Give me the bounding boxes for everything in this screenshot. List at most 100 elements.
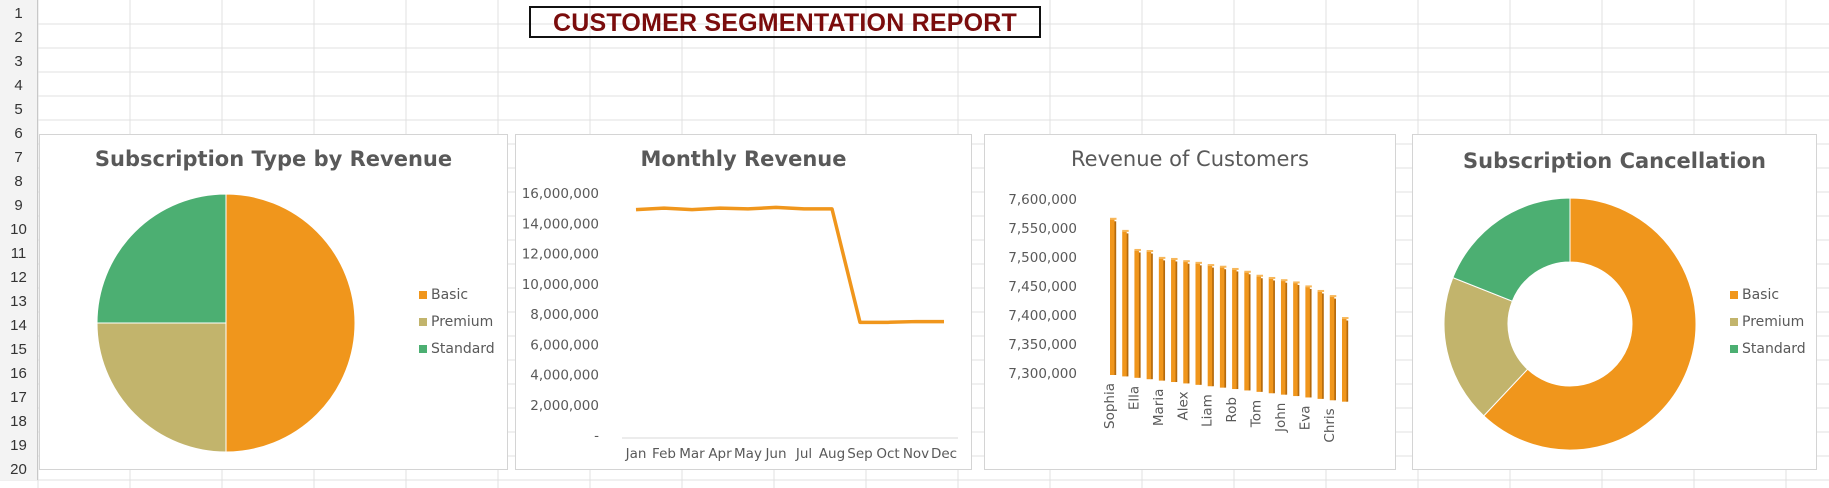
y-tick-label: 6,000,000 bbox=[530, 337, 599, 353]
bar-cap bbox=[1219, 265, 1227, 268]
y-tick-label: 7,450,000 bbox=[1008, 279, 1077, 295]
bar[interactable] bbox=[1305, 286, 1310, 398]
y-tick-label: 2,000,000 bbox=[530, 398, 599, 414]
bar[interactable] bbox=[1219, 267, 1225, 388]
bar-shade bbox=[1162, 260, 1166, 381]
pie-slice-standard[interactable] bbox=[1452, 197, 1571, 302]
row-number[interactable]: 6 bbox=[0, 120, 38, 144]
doughnut-chart-svg: Basic Premium Standard bbox=[1443, 197, 1806, 451]
pie-slice-basic[interactable] bbox=[225, 193, 356, 453]
x-tick-label: Liam bbox=[1200, 394, 1216, 427]
bar[interactable] bbox=[1183, 261, 1188, 384]
bar[interactable] bbox=[1256, 276, 1262, 392]
bar[interactable] bbox=[1293, 282, 1298, 397]
report-title-box[interactable]: CUSTOMER SEGMENTATION REPORT bbox=[529, 6, 1041, 38]
bar-shade bbox=[1187, 263, 1190, 384]
legend-entry-premium: Premium bbox=[431, 314, 493, 330]
row-number[interactable]: 12 bbox=[0, 264, 38, 288]
x-tick-label: Aug bbox=[819, 446, 845, 462]
legend-swatch bbox=[1730, 345, 1738, 353]
y-tick-label: 12,000,000 bbox=[522, 247, 599, 263]
bar[interactable] bbox=[1317, 291, 1323, 399]
bar-cap bbox=[1305, 285, 1312, 288]
row-number[interactable]: 3 bbox=[0, 48, 38, 72]
bar[interactable] bbox=[1158, 258, 1164, 381]
bar-cap bbox=[1195, 261, 1202, 264]
pie-slice-premium[interactable] bbox=[96, 322, 227, 453]
legend-swatch bbox=[419, 318, 427, 326]
bar[interactable] bbox=[1280, 280, 1286, 395]
legend-swatch bbox=[1730, 291, 1738, 299]
bar[interactable] bbox=[1268, 278, 1274, 394]
bar-shade bbox=[1321, 293, 1324, 399]
bar-cap bbox=[1146, 250, 1154, 253]
row-number[interactable]: 10 bbox=[0, 216, 38, 240]
x-tick-label: Nov bbox=[903, 446, 929, 462]
bar[interactable] bbox=[1122, 231, 1127, 377]
row-number[interactable]: 15 bbox=[0, 336, 38, 360]
row-number[interactable]: 9 bbox=[0, 192, 38, 216]
bar-cap bbox=[1183, 260, 1190, 263]
x-tick-label: Eva bbox=[1297, 405, 1313, 430]
bar-cap bbox=[1232, 267, 1239, 270]
pie-slice-basic[interactable] bbox=[1483, 197, 1697, 451]
pie-slice-premium[interactable] bbox=[1443, 276, 1529, 417]
x-tick-label: May bbox=[734, 446, 762, 462]
row-number[interactable]: 7 bbox=[0, 144, 38, 168]
bar[interactable] bbox=[1134, 250, 1139, 378]
row-number[interactable]: 2 bbox=[0, 24, 38, 48]
bar-shade bbox=[1126, 233, 1129, 377]
row-number[interactable]: 14 bbox=[0, 312, 38, 336]
row-number[interactable]: 13 bbox=[0, 288, 38, 312]
x-tick-label: Rob bbox=[1224, 397, 1240, 423]
subscription-cancellation-chart[interactable]: Subscription Cancellation Basic Premium St… bbox=[1412, 134, 1817, 470]
x-tick-label: Oct bbox=[876, 446, 899, 462]
bar[interactable] bbox=[1329, 296, 1335, 401]
row-number[interactable]: 18 bbox=[0, 408, 38, 432]
legend-entry-basic: Basic bbox=[431, 287, 468, 303]
x-tick-label: Tom bbox=[1249, 400, 1265, 428]
row-number[interactable]: 1 bbox=[0, 0, 38, 24]
bar-shade bbox=[1260, 278, 1263, 392]
series-line[interactable] bbox=[635, 205, 944, 325]
row-number[interactable]: 5 bbox=[0, 96, 38, 120]
row-number[interactable]: 8 bbox=[0, 168, 38, 192]
bar-cap bbox=[1329, 295, 1337, 298]
bar[interactable] bbox=[1146, 251, 1152, 380]
bar[interactable] bbox=[1232, 269, 1237, 390]
revenue-by-subscription-chart[interactable]: Subscription Type by Revenue Basic Premiu… bbox=[39, 134, 508, 470]
customer-revenue-chart[interactable]: Revenue of Customers 7,300,000 7,350,000 7… bbox=[984, 134, 1396, 470]
bar[interactable] bbox=[1195, 263, 1200, 385]
bar-shade bbox=[1211, 267, 1214, 387]
bar-shade bbox=[1272, 280, 1275, 394]
x-tick-label: Maria bbox=[1151, 389, 1167, 427]
bar-shade bbox=[1223, 269, 1227, 388]
x-tick-label: Sophia bbox=[1102, 383, 1118, 429]
bar[interactable] bbox=[1171, 259, 1176, 383]
x-tick-label: Feb bbox=[652, 446, 676, 462]
y-tick-label: 7,300,000 bbox=[1008, 366, 1077, 382]
y-tick-label: 7,350,000 bbox=[1008, 337, 1077, 353]
bar-shade bbox=[1138, 252, 1141, 378]
row-number[interactable]: 16 bbox=[0, 360, 38, 384]
monthly-revenue-chart[interactable]: Monthly Revenue - 2,000,000 4,000,000 6,000… bbox=[515, 134, 972, 470]
bar[interactable] bbox=[1244, 272, 1249, 391]
row-number[interactable]: 19 bbox=[0, 432, 38, 456]
pie-slice-standard[interactable] bbox=[96, 193, 227, 324]
chart-title: Monthly Revenue bbox=[640, 147, 847, 171]
bar-shade bbox=[1346, 320, 1349, 402]
report-title: CUSTOMER SEGMENTATION REPORT bbox=[553, 9, 1017, 37]
bar-cap bbox=[1317, 289, 1325, 292]
bar[interactable] bbox=[1207, 265, 1213, 387]
bar-shade bbox=[1150, 253, 1153, 380]
row-number[interactable]: 20 bbox=[0, 456, 38, 480]
bar-cap bbox=[1171, 257, 1178, 260]
row-number[interactable]: 11 bbox=[0, 240, 38, 264]
bar[interactable] bbox=[1342, 318, 1347, 402]
bar-shade bbox=[1175, 261, 1178, 383]
row-number[interactable]: 4 bbox=[0, 72, 38, 96]
row-number[interactable]: 17 bbox=[0, 384, 38, 408]
bar-cap bbox=[1134, 248, 1141, 251]
x-tick-label: Jul bbox=[795, 446, 812, 462]
bar[interactable] bbox=[1110, 219, 1115, 375]
